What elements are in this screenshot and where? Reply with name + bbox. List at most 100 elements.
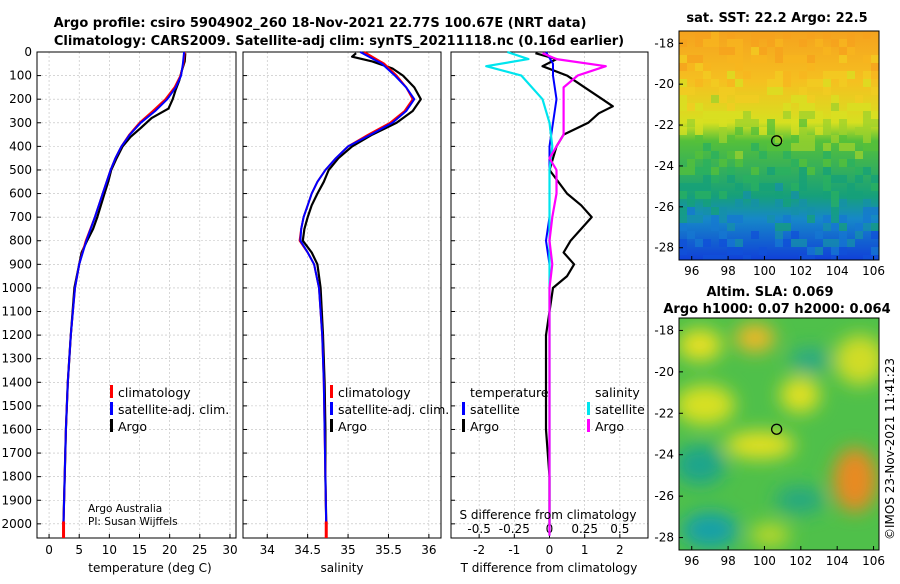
sst-pixel — [719, 215, 727, 223]
sst-pixel — [727, 111, 735, 119]
sst-pixel — [767, 79, 775, 87]
ytick-label: 1100 — [1, 305, 32, 319]
sst-pixel — [759, 55, 767, 63]
sst-pixel — [711, 215, 719, 223]
sla-blob — [679, 445, 725, 485]
sst-pixel — [735, 215, 743, 223]
sst-pixel — [727, 175, 735, 183]
sst-pixel — [807, 215, 815, 223]
sst-pixel — [719, 119, 727, 127]
sst-pixel — [711, 31, 719, 39]
series-line-s-argo — [542, 52, 607, 536]
sst-pixel — [767, 87, 775, 95]
sla-blob — [775, 486, 825, 514]
map-ytick-label: -22 — [654, 118, 674, 132]
sst-pixel — [679, 183, 687, 191]
sst-pixel — [727, 79, 735, 87]
sst-pixel — [847, 39, 855, 47]
legend-swatch-climatology — [110, 385, 113, 398]
sst-pixel — [783, 55, 791, 63]
sst-pixel — [815, 231, 823, 239]
sst-pixel — [719, 207, 727, 215]
temperature-xtick-label: 15 — [132, 543, 147, 557]
sst-pixel — [783, 223, 791, 231]
temperature-xtick-label: 0 — [45, 543, 53, 557]
map-ytick-label: -28 — [654, 241, 674, 255]
map-ytick-label: -24 — [654, 448, 674, 462]
map-ytick-label: -26 — [654, 200, 674, 214]
ytick-label: 900 — [9, 257, 32, 271]
sst-pixel — [679, 167, 687, 175]
map-ytick-label: -20 — [654, 365, 674, 379]
sst-pixel — [775, 79, 783, 87]
ytick-label: 800 — [9, 234, 32, 248]
sla-blob — [835, 335, 879, 385]
sst-pixel — [775, 47, 783, 55]
sst-pixel — [799, 143, 807, 151]
sst-pixel — [759, 127, 767, 135]
sla-map-title-line2: Argo h1000: 0.07 h2000: 0.064 — [663, 302, 890, 317]
sst-pixel — [719, 111, 727, 119]
sst-pixel — [815, 247, 823, 255]
sst-map-title: sat. SST: 22.2 Argo: 22.5 — [686, 11, 867, 26]
sst-pixel — [687, 103, 695, 111]
sst-pixel — [799, 119, 807, 127]
sst-pixel — [767, 183, 775, 191]
sst-pixel — [783, 239, 791, 247]
sst-pixel — [735, 247, 743, 255]
sst-pixel — [719, 135, 727, 143]
map-ytick-label: -18 — [654, 323, 674, 337]
sst-pixel — [695, 151, 703, 159]
sst-pixel — [687, 215, 695, 223]
ytick-label: 1900 — [1, 493, 32, 507]
sst-pixel — [823, 191, 831, 199]
sst-pixel — [783, 103, 791, 111]
sst-pixel — [855, 191, 863, 199]
sst-pixel — [863, 255, 871, 260]
sst-pixel — [807, 167, 815, 175]
salinity-climatology-bottom-mark — [324, 521, 328, 538]
sst-pixel — [855, 175, 863, 183]
sst-pixel — [719, 47, 727, 55]
sst-pixel — [687, 63, 695, 71]
sst-pixel — [807, 79, 815, 87]
sst-pixel — [703, 255, 711, 260]
map-ytick-label: -24 — [654, 159, 674, 173]
sst-pixel — [807, 247, 815, 255]
map-xtick-label: 104 — [826, 554, 849, 568]
salinity-xtick-label: 35.5 — [375, 543, 402, 557]
ytick-label: 1000 — [1, 281, 32, 295]
sst-pixel — [735, 199, 743, 207]
s-difference-tick-label: -0.5 — [467, 522, 490, 536]
sst-pixel — [695, 31, 703, 39]
sst-pixel — [839, 175, 847, 183]
map-xtick-label: 98 — [720, 554, 735, 568]
sst-pixel — [711, 207, 719, 215]
sst-pixel — [751, 127, 759, 135]
temperature-panel: 0100200300400500600700800900100011001200… — [1, 45, 237, 557]
sla-blob — [679, 385, 735, 425]
legend-title-salinity: salinity — [595, 385, 640, 400]
sst-pixel — [695, 119, 703, 127]
sst-pixel — [839, 231, 847, 239]
series-line-t-argo — [535, 52, 614, 524]
sal-legend-label-climatology: climatology — [338, 385, 411, 400]
sst-pixel — [871, 111, 879, 119]
sst-pixel — [711, 223, 719, 231]
sst-pixel — [807, 103, 815, 111]
sst-pixel — [743, 111, 751, 119]
sst-pixel — [799, 111, 807, 119]
sst-pixel — [823, 143, 831, 151]
sst-pixel — [767, 119, 775, 127]
sst-pixel — [791, 239, 799, 247]
diff-legend-label-s-argo: Argo — [595, 419, 624, 434]
sst-pixel — [735, 183, 743, 191]
sst-pixel — [703, 159, 711, 167]
salinity-axes-frame — [242, 51, 442, 539]
sst-pixel — [767, 31, 775, 39]
sst-pixel — [767, 39, 775, 47]
diff-legend-swatch-t-argo — [462, 419, 465, 432]
sst-pixel — [831, 207, 839, 215]
legend-label-argo: Argo — [118, 419, 147, 434]
sst-pixel — [775, 71, 783, 79]
